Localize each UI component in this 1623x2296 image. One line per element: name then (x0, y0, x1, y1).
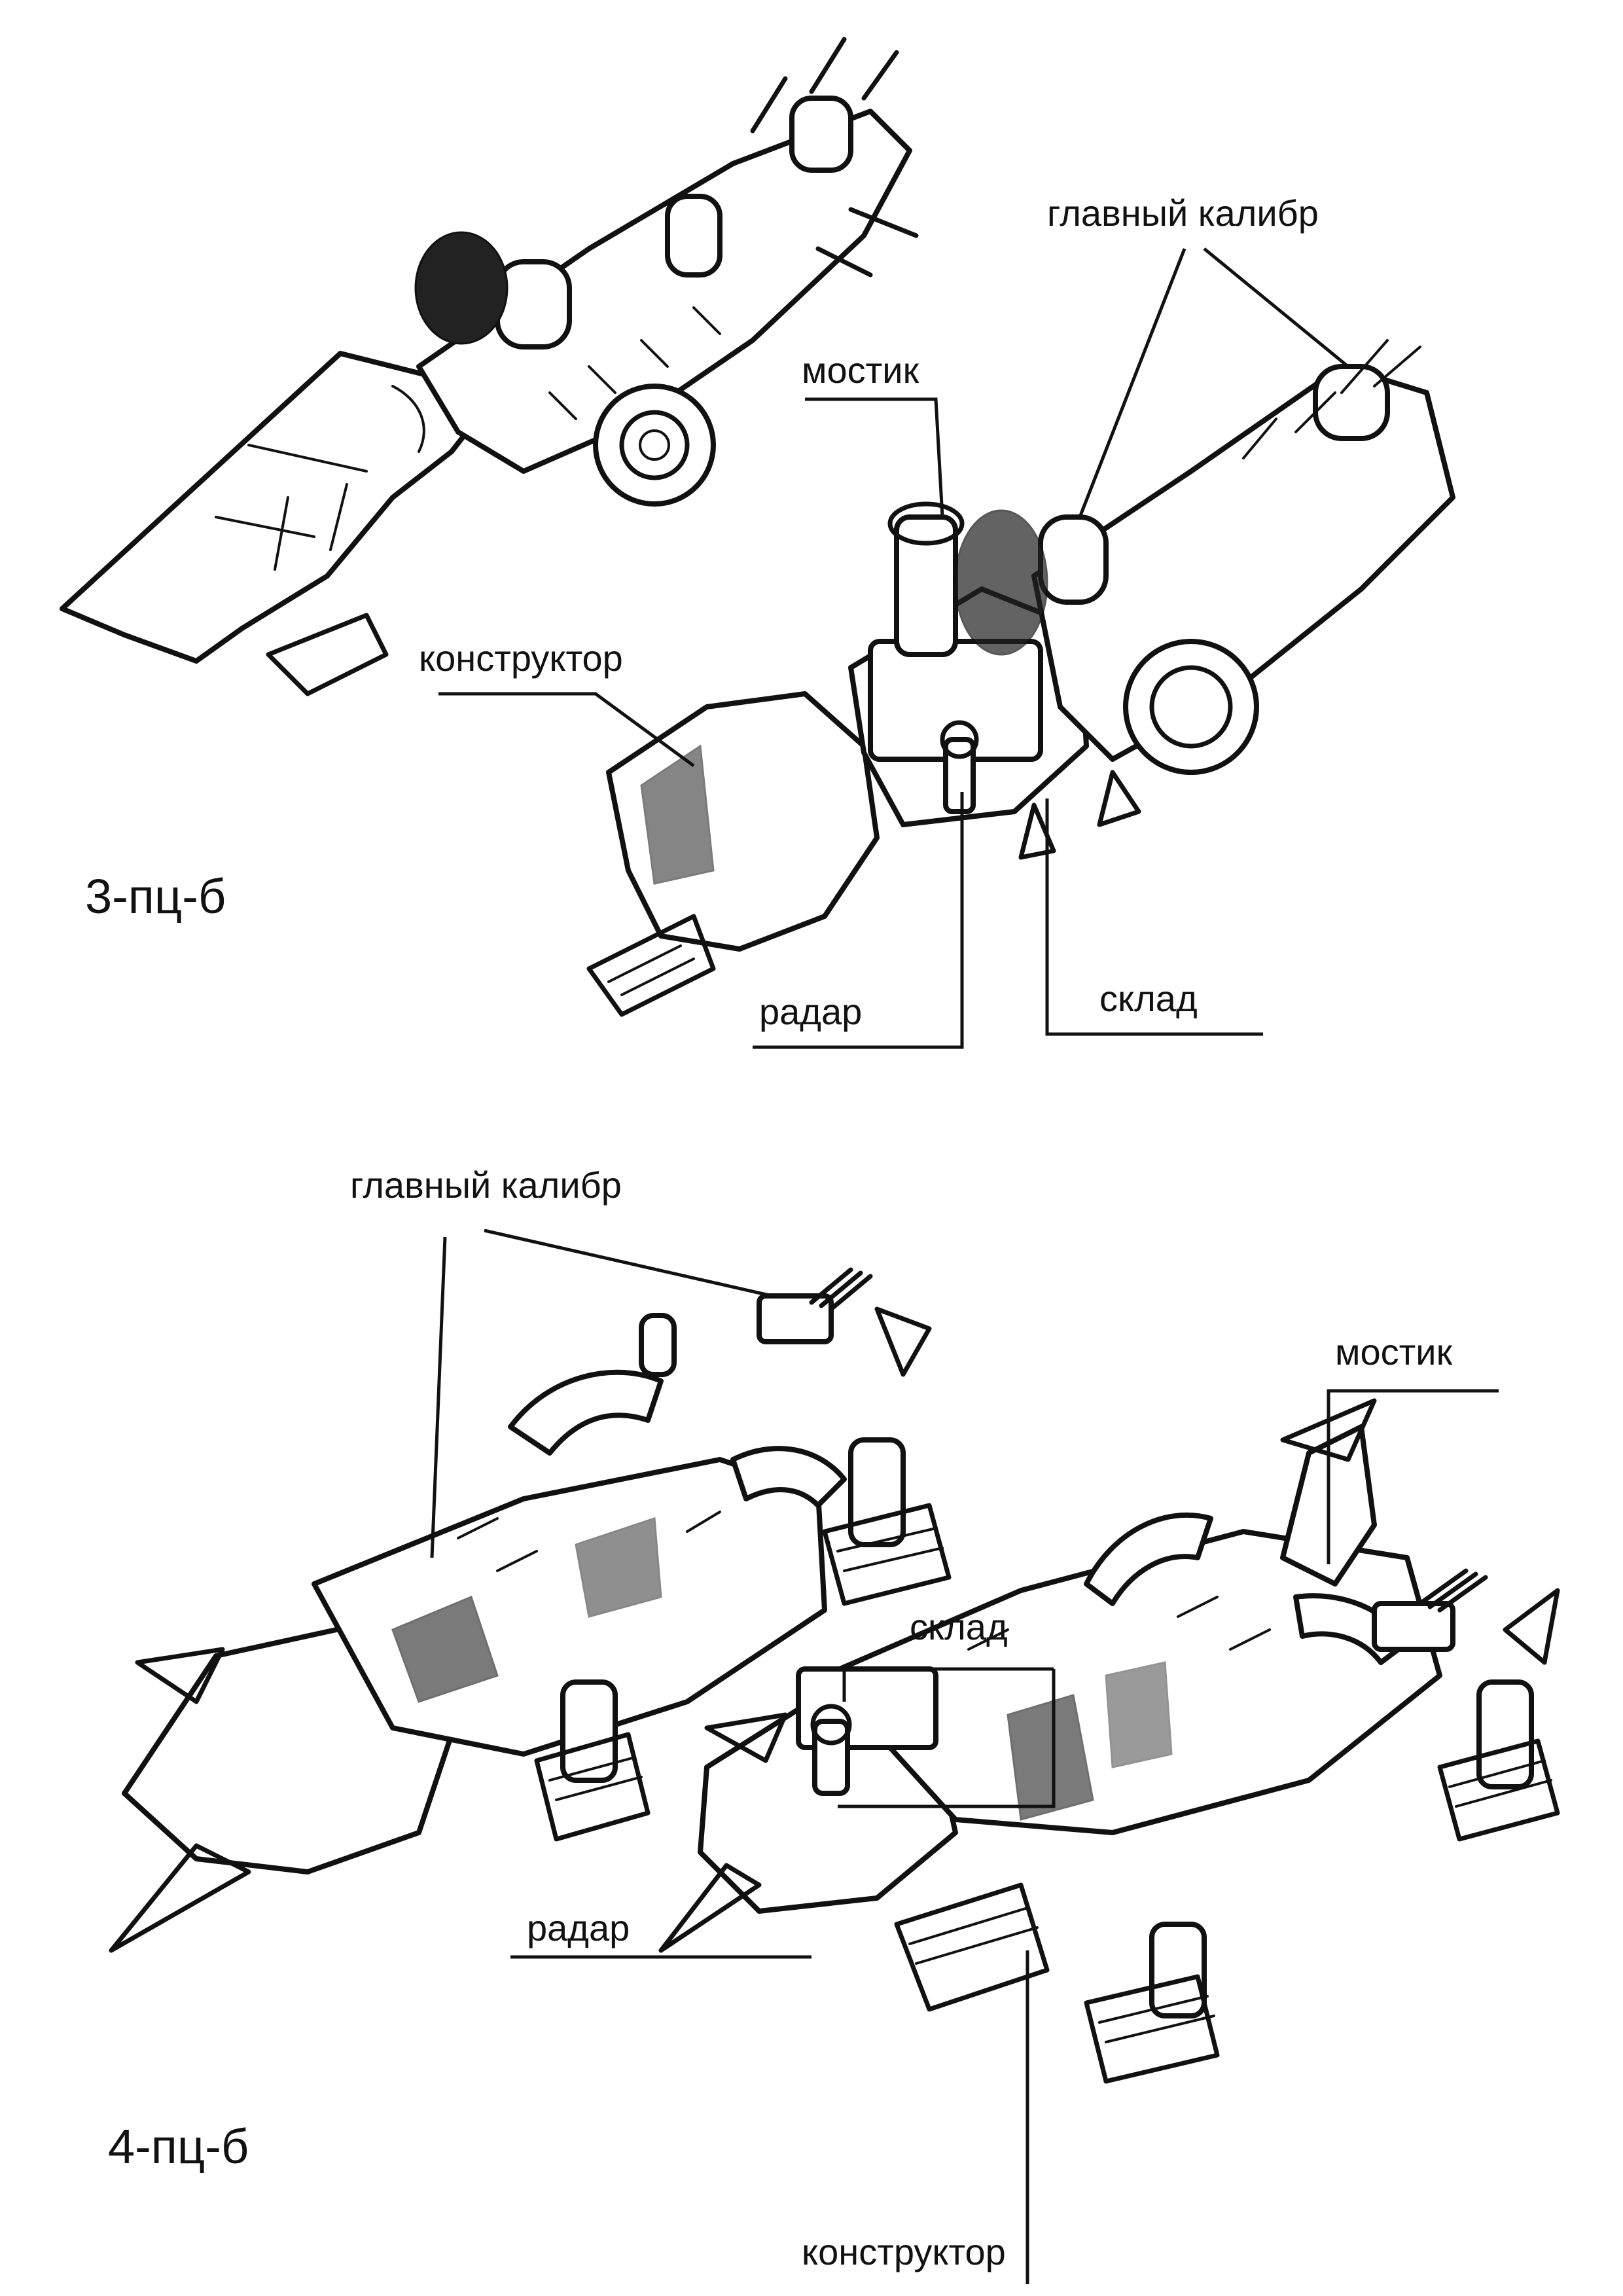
ship-sketch-4-pc-b-left (109, 1267, 952, 1953)
label-warehouse-top: склад (1099, 978, 1198, 1019)
leader-lines-top (438, 247, 1349, 1049)
leader-lines-bottom (430, 1229, 1499, 2284)
model-name-bottom: 4-пц-б (108, 2119, 249, 2174)
label-constructor-top: конструктор (419, 637, 623, 679)
label-radar-bottom: радар (527, 1907, 630, 1948)
model-name-top: 3-пц-б (85, 869, 226, 924)
label-constructor-bottom: конструктор (802, 2231, 1006, 2272)
label-main-caliber-bottom: главный калибр (350, 1164, 622, 1206)
label-bridge-top: мостик (802, 350, 919, 391)
label-bridge-bottom: мостик (1335, 1331, 1453, 1372)
ship-sketch-3-pc-b-left (60, 37, 919, 696)
label-main-caliber-top: главный калибр (1047, 192, 1319, 234)
ship-sketch-3-pc-b-right (586, 339, 1455, 1017)
label-warehouse-bottom: склад (910, 1606, 1008, 1647)
label-radar-top: радар (759, 991, 862, 1032)
